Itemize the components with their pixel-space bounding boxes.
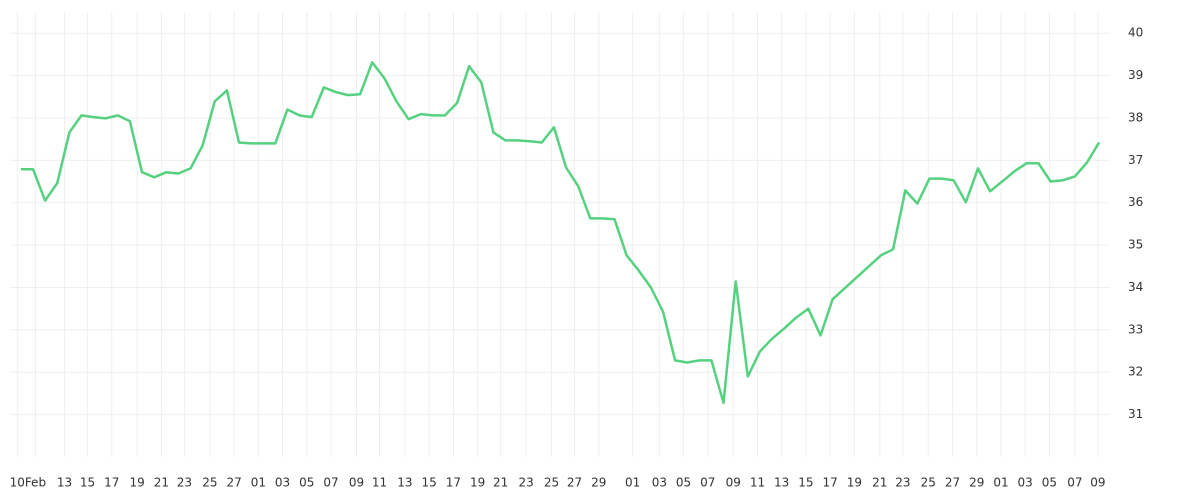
x-tick-label: 13: [397, 476, 412, 490]
y-tick-label: 33: [1128, 322, 1143, 336]
x-tick-label: 21: [493, 476, 508, 490]
x-tick-label: 03: [1018, 476, 1033, 490]
y-tick-label: 31: [1128, 407, 1143, 421]
x-tick-label: 19: [847, 476, 862, 490]
x-tick-label: 17: [823, 476, 838, 490]
x-tick-label: 15: [422, 476, 437, 490]
x-tick-label: 03: [275, 476, 290, 490]
x-tick-label: 21: [154, 476, 169, 490]
x-tick-label: 10: [10, 476, 25, 490]
x-tick-label: 27: [226, 476, 241, 490]
x-tick-label: 05: [299, 476, 314, 490]
x-tick-label: 05: [676, 476, 691, 490]
x-tick-label: 13: [57, 476, 72, 490]
x-tick-label: 17: [446, 476, 461, 490]
y-tick-label: 36: [1128, 195, 1143, 209]
x-tick-label: 11: [372, 476, 387, 490]
x-tick-label: 01: [993, 476, 1008, 490]
x-tick-label: 09: [349, 476, 364, 490]
x-tick-label: 11: [750, 476, 765, 490]
x-tick-label: 15: [80, 476, 95, 490]
y-tick-label: 39: [1128, 68, 1143, 82]
y-tick-label: 38: [1128, 110, 1143, 124]
x-tick-label: 29: [969, 476, 984, 490]
x-tick-label: 19: [470, 476, 485, 490]
x-tick-label: 01: [251, 476, 266, 490]
y-tick-label: 40: [1128, 26, 1143, 40]
x-tick-label: 23: [518, 476, 533, 490]
x-tick-label: 25: [921, 476, 936, 490]
y-tick-label: 32: [1128, 365, 1143, 379]
x-tick-label: 27: [567, 476, 582, 490]
x-tick-label: 09: [726, 476, 741, 490]
x-tick-label: 27: [945, 476, 960, 490]
x-tick-label: 07: [323, 476, 338, 490]
x-tick-label: 07: [1067, 476, 1082, 490]
x-tick-label: 21: [872, 476, 887, 490]
x-tick-label: 15: [798, 476, 813, 490]
x-tick-label: Feb: [25, 476, 46, 490]
y-tick-label: 35: [1128, 238, 1143, 252]
x-tick-label: 25: [202, 476, 217, 490]
y-tick-label: 37: [1128, 153, 1143, 167]
x-tick-label: 25: [544, 476, 559, 490]
x-tick-label: 23: [177, 476, 192, 490]
x-tick-label: 29: [591, 476, 606, 490]
x-tick-label: 09: [1090, 476, 1105, 490]
x-tick-label: 07: [700, 476, 715, 490]
line-series: [20, 61, 1101, 405]
x-tick-label: 19: [130, 476, 145, 490]
x-tick-label: 03: [652, 476, 667, 490]
x-tick-label: 05: [1042, 476, 1057, 490]
x-tick-label: 01: [625, 476, 640, 490]
x-tick-label: 13: [774, 476, 789, 490]
x-tick-label: 23: [895, 476, 910, 490]
y-tick-label: 34: [1128, 280, 1143, 294]
x-tick-label: 17: [104, 476, 119, 490]
